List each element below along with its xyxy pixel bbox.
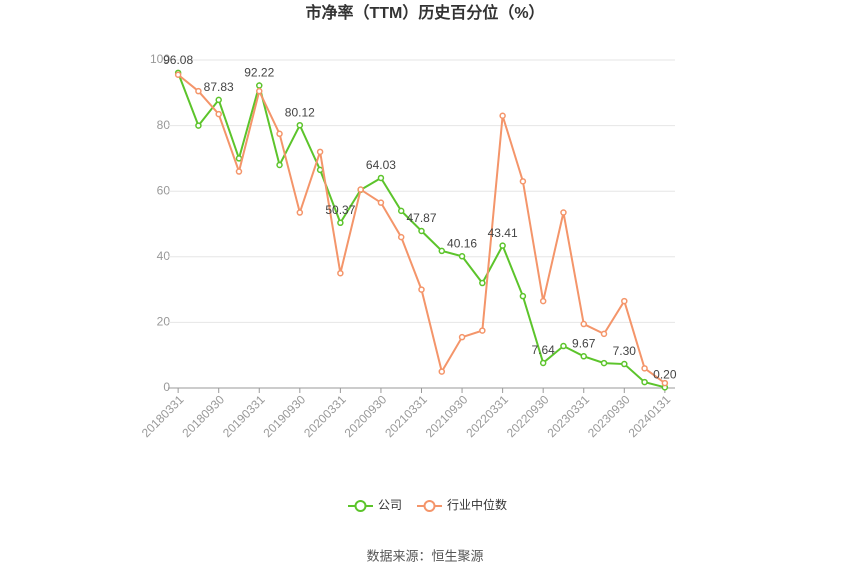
point [195,122,202,129]
point [397,207,405,215]
x-tick-label: 20240131 [626,392,674,440]
point [256,87,263,95]
data-label: 96.08 [163,53,193,67]
data-label: 92.22 [244,66,274,80]
point [600,330,608,338]
legend-item: 行业中位数 [417,497,507,512]
point [296,121,304,129]
data-label: 64.03 [366,158,396,172]
point [519,292,527,300]
data-label: 9.67 [572,336,596,350]
point [600,359,608,367]
point [499,112,506,120]
point [641,365,648,372]
x-tick-label: 20210331 [382,392,430,440]
y-tick-label: 40 [157,249,171,263]
y-tick-label: 0 [163,380,170,394]
y-tick-label: 60 [157,183,171,197]
x-tick-label: 20210930 [423,392,471,440]
data-label: 0.20 [653,368,677,382]
point [661,379,669,387]
data-label: 43.41 [488,226,518,240]
x-tick-label: 20200331 [301,392,349,440]
data-label: 80.12 [285,105,315,119]
legend-marker [423,500,436,512]
point [357,186,364,193]
point [215,96,222,104]
point [337,269,344,277]
point [377,174,385,182]
point [174,71,182,79]
point [479,279,486,287]
point [438,368,446,375]
x-tick-label: 20220331 [463,392,511,440]
point [276,161,283,169]
point [580,353,587,360]
point [418,286,425,293]
point [276,130,283,138]
data-label: 7.30 [613,344,637,358]
data-label: 7.64 [532,343,556,357]
point [256,82,263,89]
x-tick-label: 20230331 [544,392,592,440]
source: 数据来源：恒生聚源 [366,548,483,563]
point [458,333,466,341]
point [621,360,628,368]
legend-label: 行业中位数 [447,497,507,512]
point [235,155,243,162]
point [195,87,202,95]
point [621,297,628,305]
y-tick-label: 100 [150,52,170,66]
x-tick-label: 20230930 [585,392,633,440]
point [580,320,587,328]
point [397,233,405,241]
x-tick-label: 20180331 [139,392,187,440]
point [235,168,243,175]
x-tick-label: 20190331 [220,392,268,440]
point [539,297,547,305]
y-tick-label: 20 [157,315,171,329]
chart-title: 市净率（TTM）历史百分位（%） [305,3,544,22]
x-tick-label: 20180930 [179,392,227,440]
point [519,178,527,185]
data-label: 87.83 [204,80,234,94]
legend-marker [354,500,367,512]
legend-label: 公司 [378,498,402,512]
x-tick-label: 20220930 [504,392,552,440]
data-label: 47.87 [406,211,436,225]
point [438,247,446,255]
point [296,209,304,216]
point [418,227,425,235]
point [215,110,222,118]
point [479,327,486,334]
point [539,359,547,367]
data-label: 50.37 [325,203,355,217]
x-tick-label: 20190930 [261,392,309,440]
point [499,242,506,249]
point [560,342,567,350]
point [337,219,344,227]
point [458,253,466,260]
point [316,148,324,156]
legend-item: 公司 [348,498,402,512]
y-tick-label: 80 [157,118,171,132]
x-tick-label: 20200930 [342,392,390,440]
point [641,378,648,386]
point [377,199,385,206]
data-label: 40.16 [447,236,477,250]
point [560,209,567,216]
